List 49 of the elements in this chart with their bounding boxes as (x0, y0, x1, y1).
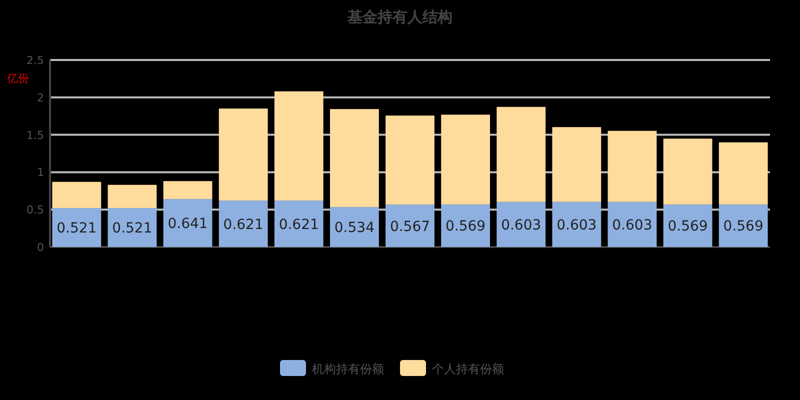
chart-title: 基金持有人结构 (346, 8, 452, 26)
y-tick-label: 1.5 (26, 128, 44, 142)
bar (386, 116, 434, 205)
bar (274, 200, 324, 247)
y-tick-label: 1 (37, 166, 44, 180)
data-label: 0.641 (168, 216, 208, 232)
bar (663, 138, 712, 204)
bar (330, 109, 379, 208)
y-tick-label: 2 (37, 91, 44, 104)
bar (52, 208, 102, 247)
bar (386, 204, 434, 247)
bar (663, 204, 712, 247)
bar (441, 204, 490, 247)
bar (608, 202, 657, 247)
bar (108, 208, 157, 247)
y-tick-label: 0 (37, 241, 44, 254)
data-label: 0.521 (112, 220, 152, 237)
bar (274, 91, 324, 201)
data-label: 0.521 (56, 220, 97, 237)
data-label: 0.569 (723, 218, 764, 235)
legend-label: 个人持有份额 (432, 362, 504, 376)
legend-label: 机构持有份额 (312, 362, 384, 376)
data-label: 0.567 (390, 218, 430, 235)
bar (163, 199, 212, 247)
bar (330, 207, 379, 247)
bar (608, 130, 657, 202)
data-label: 0.569 (668, 218, 708, 235)
data-label: 0.569 (446, 218, 486, 235)
bar (552, 202, 602, 247)
bar (218, 200, 268, 247)
bar (718, 204, 768, 247)
bar (496, 106, 546, 202)
bar (108, 184, 157, 208)
data-label: 0.621 (278, 216, 319, 233)
y-axis-title: 亿份 (6, 72, 29, 85)
bar (552, 127, 602, 202)
y-tick-label: 2.5 (26, 54, 44, 67)
bar (441, 114, 490, 204)
bar (218, 108, 268, 201)
bar (496, 202, 546, 247)
data-label: 0.603 (556, 217, 597, 234)
data-label: 0.534 (334, 220, 375, 236)
bar (52, 182, 102, 208)
bar (163, 181, 212, 200)
bar (718, 142, 768, 204)
data-label: 0.603 (501, 217, 542, 234)
data-label: 0.603 (612, 217, 652, 234)
y-tick-label: 0.5 (26, 204, 44, 217)
data-label: 0.621 (223, 216, 264, 233)
